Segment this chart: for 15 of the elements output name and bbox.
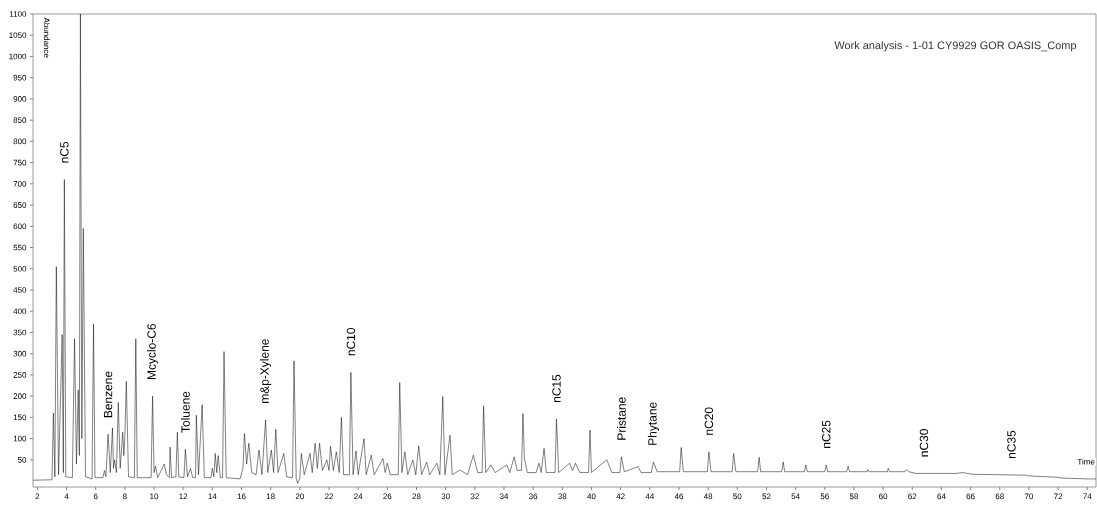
annotation: Pristane (616, 397, 626, 440)
annotation: nC5 (60, 141, 69, 163)
annotation: nC35 (1007, 430, 1016, 459)
annotation: nC10 (346, 328, 356, 356)
annotation: nC20 (704, 407, 714, 435)
line-series (33, 13, 1097, 484)
annotation: Toluene (181, 391, 190, 433)
annotation: nC30 (919, 429, 929, 457)
text: Work analysis - 1-01 CY9929 GOR OASIS_Comp (834, 41, 1077, 52)
annotation: Mcyclo-C6 (147, 324, 159, 379)
annotation: nC15 (552, 374, 561, 403)
annotation: Phytane (647, 402, 660, 445)
annotation: nC25 (822, 420, 831, 448)
annotation: Benzene (103, 371, 113, 418)
annotation: m&p-Xylene (260, 339, 272, 403)
